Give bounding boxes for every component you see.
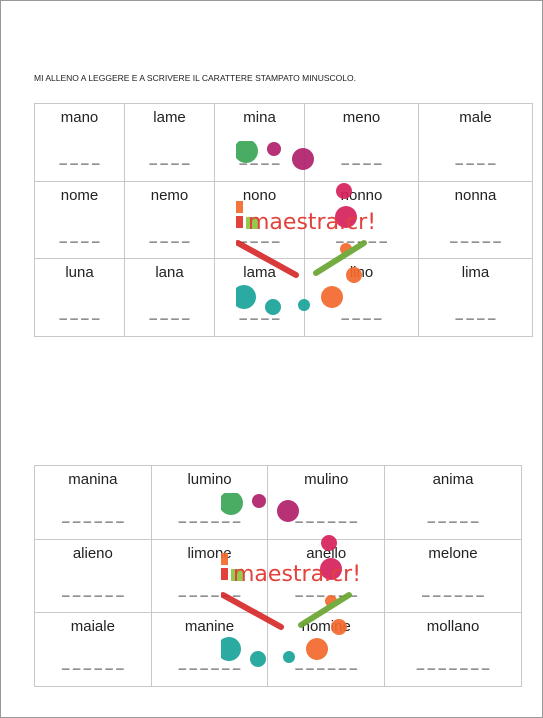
table-row: luna _ _ _ _ lana _ _ _ _ lama _ _ _ _ lino _ _… <box>33 258 533 337</box>
word-table: mano _ _ _ _ lame _ _ _ _ mina _ _ _ _ meno _ _… <box>33 103 533 337</box>
word: anello <box>306 544 347 562</box>
word: limone <box>187 544 232 562</box>
blank: _ _ _ _ _ _ <box>62 581 124 597</box>
blank: _ _ _ _ <box>149 150 190 165</box>
blank: _ _ _ _ <box>59 150 100 165</box>
table-cell: limone _ _ _ _ _ _ <box>150 538 269 614</box>
blank: _ _ _ _ _ _ <box>295 581 357 597</box>
table-cell: lama _ _ _ _ <box>214 258 306 337</box>
word: lino <box>349 264 374 282</box>
table-cell: luna _ _ _ _ <box>33 258 126 337</box>
word: lama <box>243 264 276 282</box>
word: anima <box>432 471 474 488</box>
table-row: nome _ _ _ _ nemo _ _ _ _ nono _ _ _ _ nonno _ … <box>33 180 533 260</box>
blank: _ _ _ _ <box>455 305 496 321</box>
blank: _ _ _ _ _ _ _ <box>416 655 490 671</box>
table-cell: lana _ _ _ _ <box>124 258 216 337</box>
blank: _ _ _ _ _ _ <box>178 508 241 523</box>
blank: _ _ _ _ <box>59 305 100 321</box>
table-cell: mollano _ _ _ _ _ _ _ <box>384 612 522 687</box>
table-cell: melone _ _ _ _ _ _ <box>384 538 522 614</box>
word: alieno <box>72 544 113 562</box>
word: nemo <box>150 186 189 204</box>
table-cell: nomine _ _ _ _ _ _ <box>267 612 386 687</box>
instruction: MI ALLENO A LEGGERE E A SCRIVERE IL CARA… <box>34 73 356 83</box>
word: maiale <box>70 618 115 636</box>
blank: _ _ _ _ <box>341 305 382 321</box>
word: nonna <box>454 186 497 204</box>
blank: _ _ _ _ _ <box>427 508 479 523</box>
table-cell: nome _ _ _ _ <box>33 180 126 260</box>
table-row: maiale _ _ _ _ _ _ manine _ _ _ _ _ _ nomine… <box>34 612 522 687</box>
word: lima <box>461 264 490 282</box>
table-cell: lame _ _ _ _ <box>124 103 216 182</box>
table-cell: lima _ _ _ _ <box>418 258 533 337</box>
table-cell: mina _ _ _ _ <box>214 103 306 182</box>
word: nono <box>242 186 277 204</box>
table-cell: lino _ _ _ _ <box>304 258 419 337</box>
word: lumino <box>187 471 232 488</box>
word: nonno <box>340 186 383 204</box>
word: mollano <box>426 618 480 636</box>
word: mulino <box>304 471 349 488</box>
table-cell: meno _ _ _ _ <box>304 103 419 182</box>
table-cell: lumino _ _ _ _ _ _ <box>150 465 269 540</box>
word-table: manina _ _ _ _ _ _ lumino _ _ _ _ _ _ mulino… <box>34 465 522 687</box>
word: lame <box>153 109 186 126</box>
table-cell: nonna _ _ _ _ _ <box>418 180 533 260</box>
word: manina <box>68 471 118 488</box>
table-cell: manine _ _ _ _ _ _ <box>150 612 269 687</box>
blank: _ _ _ _ <box>149 305 190 321</box>
table-cell: maiale _ _ _ _ _ _ <box>34 612 152 687</box>
blank: _ _ _ _ <box>341 150 382 165</box>
word: nomine <box>301 618 351 636</box>
blank: _ _ _ _ <box>59 227 100 243</box>
word: meno <box>342 109 381 126</box>
blank: _ _ _ _ _ _ <box>295 508 357 523</box>
blank: _ _ _ _ _ <box>336 227 387 243</box>
word: melone <box>428 544 478 562</box>
word: manine <box>184 618 235 636</box>
table-cell: manina _ _ _ _ _ _ <box>34 465 152 540</box>
table-cell: nonno _ _ _ _ _ <box>304 180 419 260</box>
table-cell: nono _ _ _ _ <box>214 180 306 260</box>
blank: _ _ _ _ _ _ <box>178 581 241 597</box>
word: mano <box>60 109 99 126</box>
word: mina <box>243 109 276 126</box>
blank: _ _ _ _ _ _ <box>178 655 241 671</box>
word: lana <box>155 264 184 282</box>
blank: _ _ _ _ <box>149 227 190 243</box>
blank: _ _ _ _ _ _ <box>295 655 357 671</box>
table-cell: mulino _ _ _ _ _ _ <box>267 465 386 540</box>
blank: _ _ _ _ <box>239 305 280 321</box>
table-cell: alieno _ _ _ _ _ _ <box>34 538 152 614</box>
blank: _ _ _ _ <box>239 227 280 243</box>
blank: _ _ _ _ <box>239 150 280 165</box>
blank: _ _ _ _ <box>455 150 496 165</box>
blank: _ _ _ _ _ _ <box>422 581 484 597</box>
table-row: alieno _ _ _ _ _ _ limone _ _ _ _ _ _ anello… <box>34 538 522 614</box>
blank: _ _ _ _ _ <box>450 227 501 243</box>
table-row: mano _ _ _ _ lame _ _ _ _ mina _ _ _ _ meno _ _… <box>33 103 533 182</box>
table-cell: anello _ _ _ _ _ _ <box>267 538 386 614</box>
word: luna <box>65 264 94 282</box>
table-row: manina _ _ _ _ _ _ lumino _ _ _ _ _ _ mulino… <box>34 465 522 540</box>
table-cell: male _ _ _ _ <box>418 103 533 182</box>
word: nome <box>60 186 99 204</box>
blank: _ _ _ _ _ _ <box>62 655 124 671</box>
table-cell: anima _ _ _ _ _ <box>384 465 522 540</box>
table-cell: mano _ _ _ _ <box>33 103 126 182</box>
word: male <box>459 109 492 126</box>
table-cell: nemo _ _ _ _ <box>124 180 216 260</box>
blank: _ _ _ _ _ _ <box>62 508 124 523</box>
